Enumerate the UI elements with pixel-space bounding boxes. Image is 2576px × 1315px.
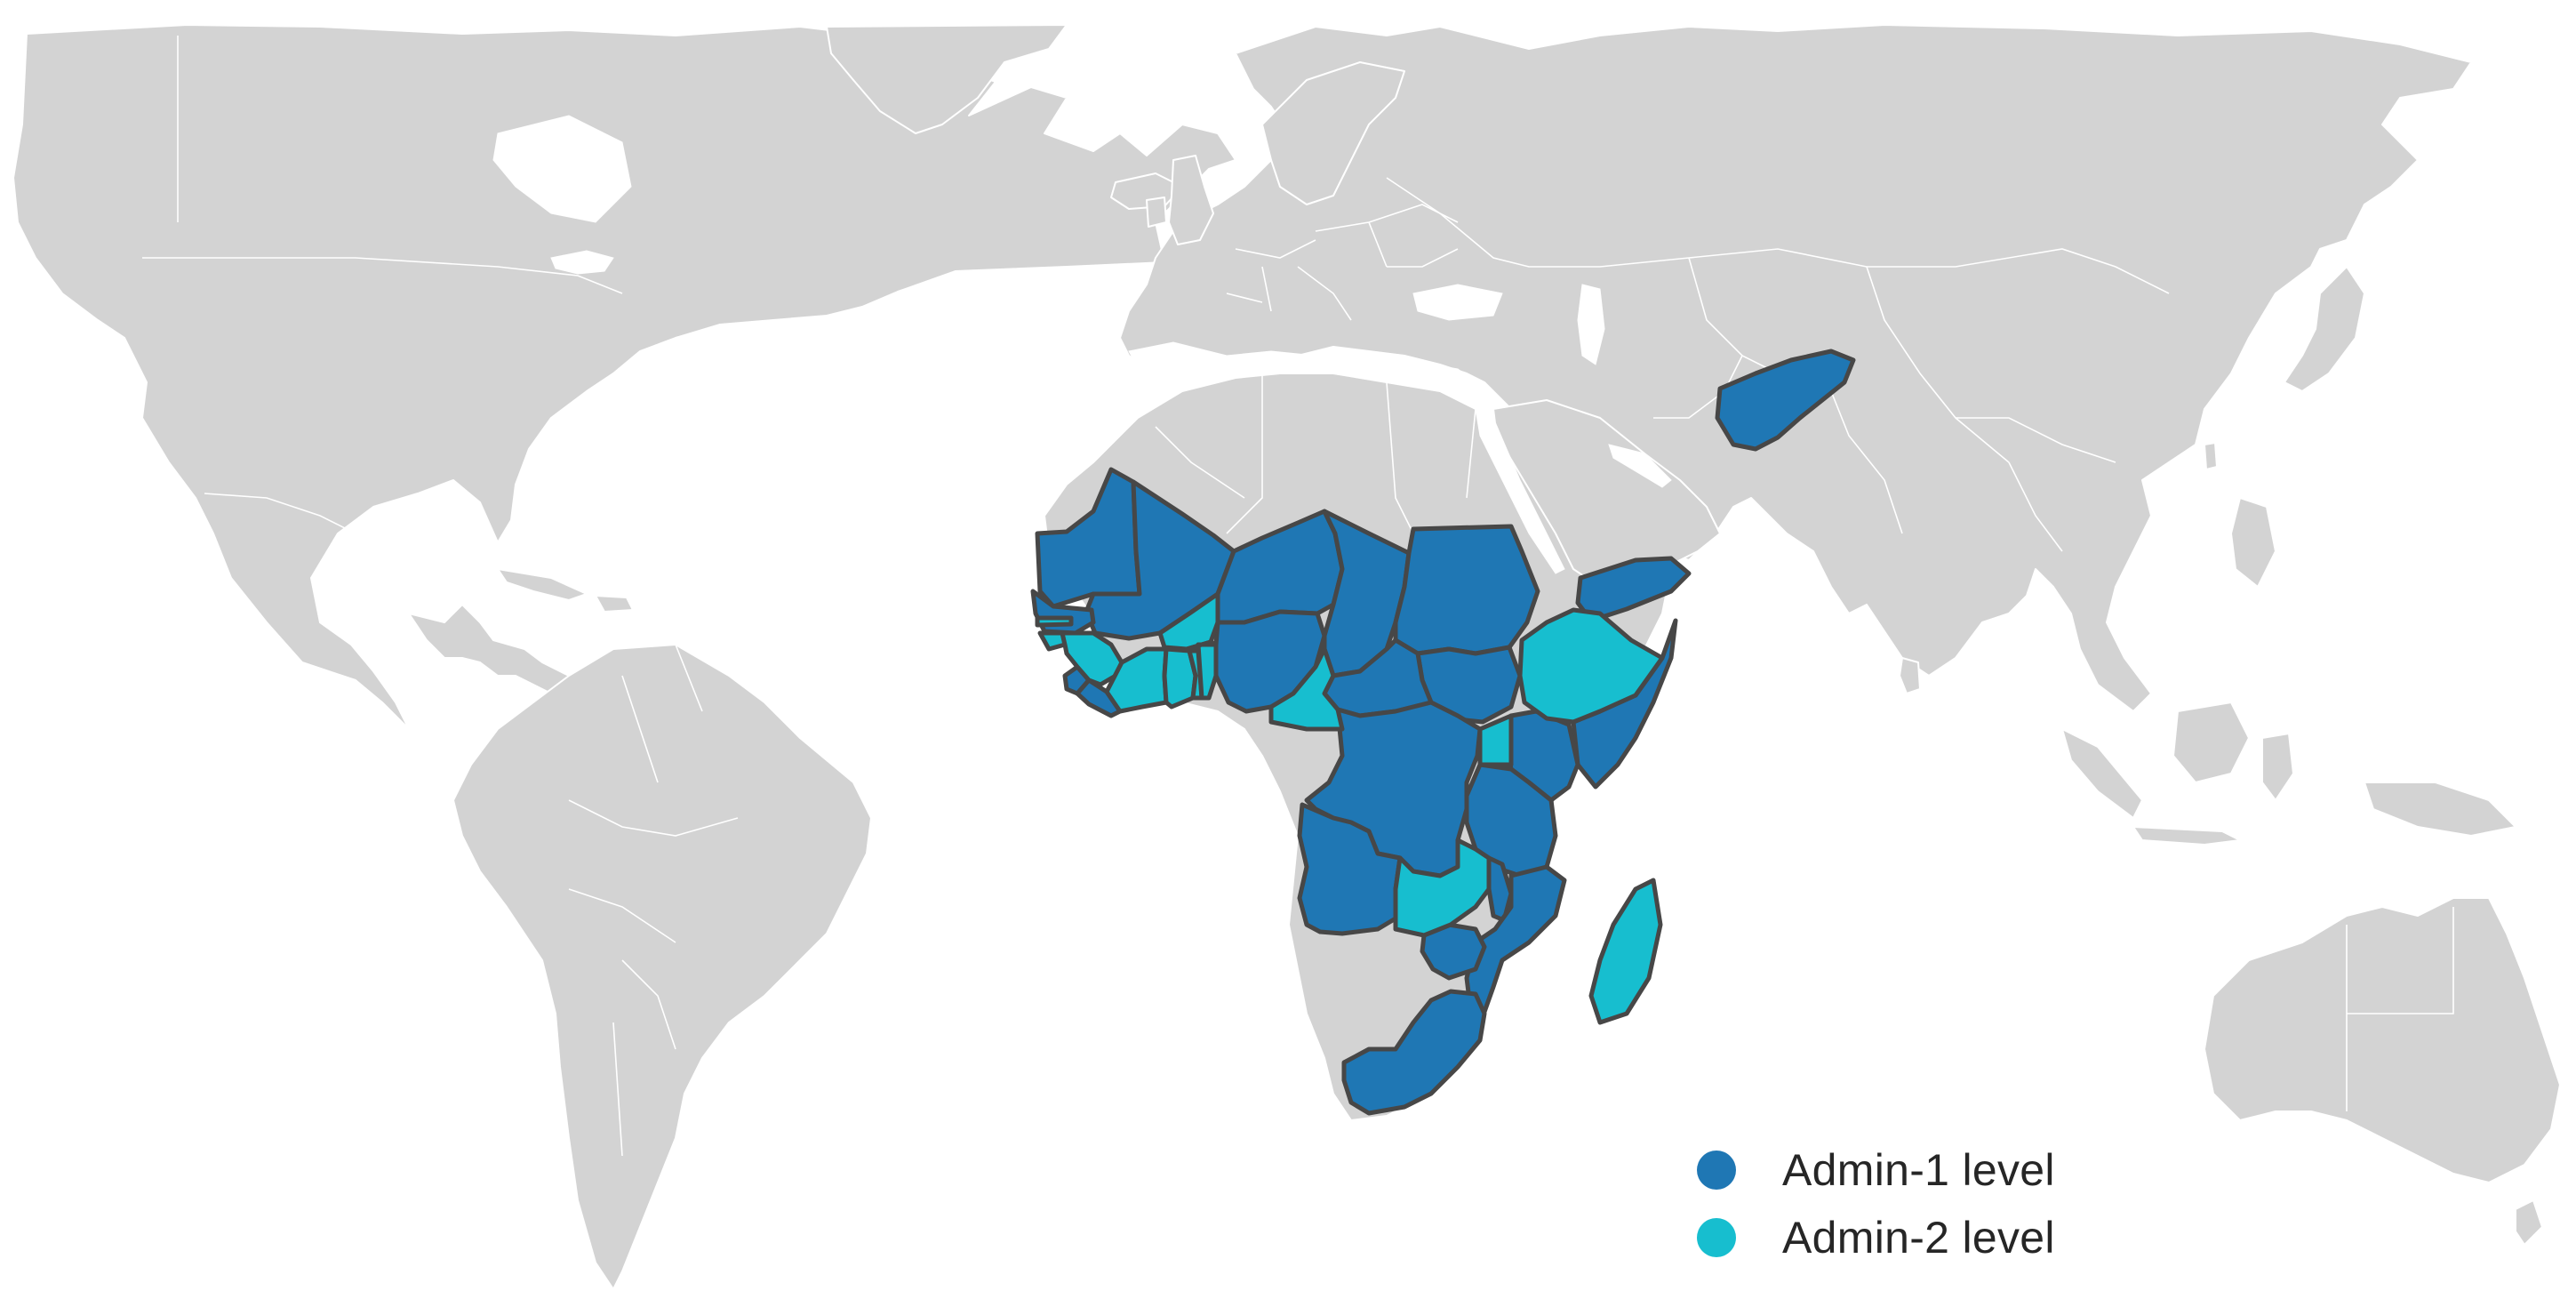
landmass-ireland [1146, 196, 1167, 228]
water-caspian-sea [1577, 284, 1605, 365]
landmass-philippines [2230, 497, 2276, 588]
region-benin [1196, 642, 1219, 701]
landmass-central-america [408, 604, 579, 699]
region-ethiopia [1517, 607, 1665, 725]
region-mali [1084, 479, 1236, 641]
water-black-sea [1412, 284, 1503, 321]
region-yemen [1575, 556, 1692, 623]
landmass-sumatra [2061, 728, 2143, 819]
borders-south-america [568, 644, 739, 1157]
region-zimbabwe [1420, 922, 1487, 981]
region-madagascar [1588, 878, 1663, 1025]
water-hudson-bay [492, 115, 632, 223]
filled-circle-icon [1697, 1151, 1736, 1190]
region-guinea [1060, 630, 1124, 687]
landmass-scandinavia [1261, 61, 1405, 205]
water-red-sea [1475, 408, 1565, 574]
borders-europe [1226, 204, 1459, 321]
water-mediterranean [1128, 341, 1477, 392]
region-south-africa [1341, 989, 1487, 1116]
water-great-lakes [550, 250, 614, 275]
borders-russia [1386, 177, 2170, 294]
landmass-cuba [497, 568, 588, 601]
region-cameroon [1268, 646, 1345, 732]
region-angola [1297, 802, 1403, 936]
region-ghana-north [1184, 639, 1219, 653]
region-uganda [1477, 713, 1514, 767]
landmass-new-zealand [2515, 1199, 2543, 1246]
landmass-greenland [826, 24, 1068, 134]
map-legend: Admin-1 level Admin-2 level [1684, 1136, 2147, 1271]
region-gambia [1035, 615, 1074, 628]
borders-asia [1653, 257, 2116, 552]
landmass-hispaniola [595, 595, 634, 613]
landmass-australia [2204, 897, 2561, 1183]
borders-australia [2346, 907, 2454, 1111]
landmass-south-america [452, 644, 872, 1290]
legend-item-admin1: Admin-1 level [1684, 1136, 2147, 1204]
filled-circle-icon [1697, 1218, 1736, 1257]
border-usa-mexico [204, 493, 356, 534]
region-afghanistan [1715, 349, 1856, 452]
legend-item-admin2: Admin-2 level [1684, 1204, 2147, 1271]
region-zambia [1393, 838, 1492, 938]
border-usa-canada [142, 257, 623, 294]
landmass-borneo [2172, 702, 2250, 783]
water-persian-gulf [1608, 444, 1672, 488]
legend-label-admin2: Admin-2 level [1782, 1213, 2055, 1263]
landmass-taiwan [2204, 442, 2218, 470]
borders-north-africa [1155, 373, 1476, 534]
landmass-sulawesi [2261, 733, 2294, 801]
landmass-great-britain [1168, 155, 1214, 245]
region-mozambique [1464, 864, 1567, 1016]
landmass-sri-lanka [1899, 657, 1921, 694]
region-sudan [1393, 524, 1540, 656]
landmass-java [2132, 826, 2241, 846]
landmass-new-guinea [2364, 782, 2516, 837]
highlighted-regions [1030, 349, 1856, 1116]
legend-label-admin1: Admin-1 level [1782, 1145, 2055, 1195]
landmass-japan [2284, 266, 2365, 392]
landmass-north-america [12, 24, 1236, 730]
